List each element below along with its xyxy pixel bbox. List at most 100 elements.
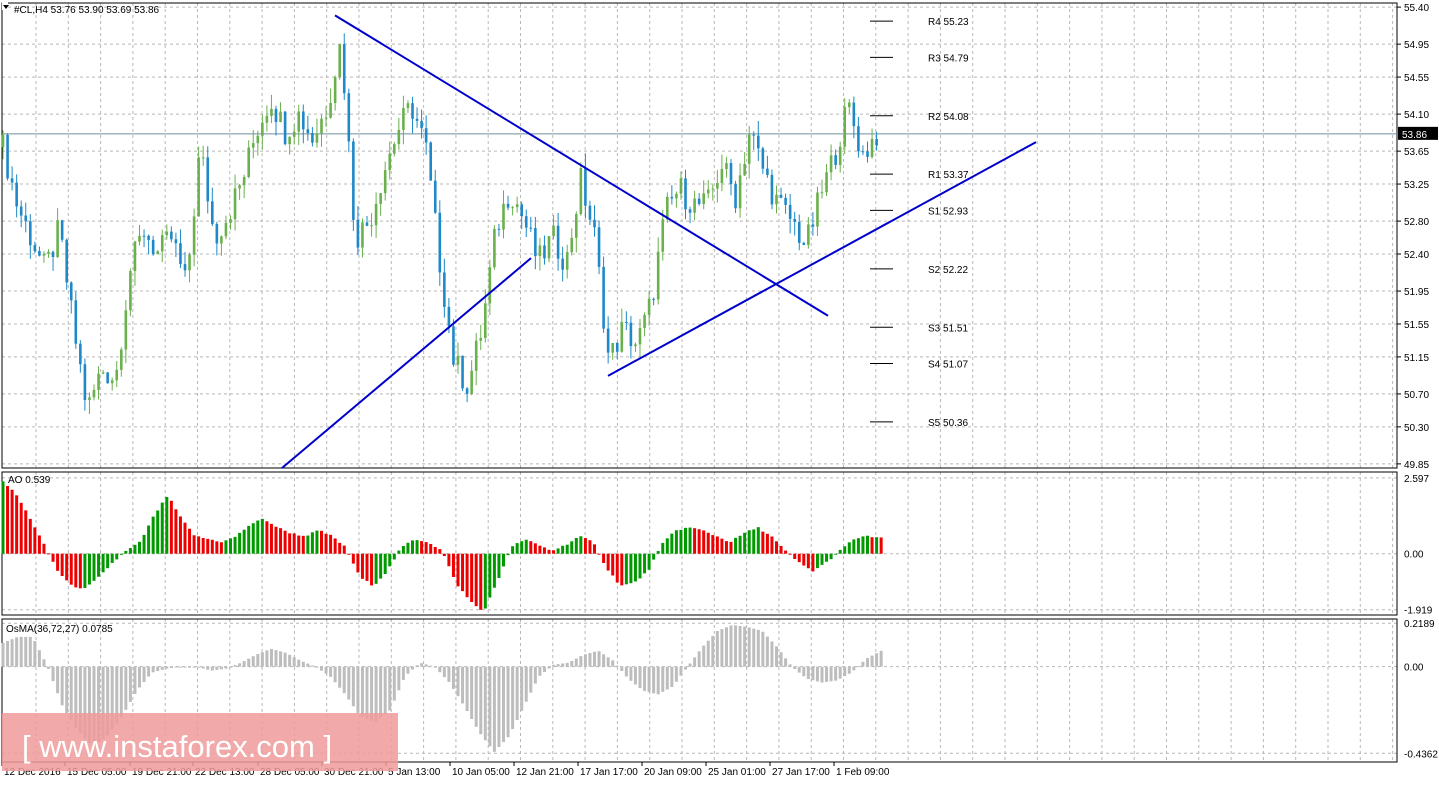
candle-body xyxy=(370,225,373,227)
ao-bar xyxy=(674,530,678,554)
osma-bar xyxy=(6,641,10,667)
osma-bar xyxy=(310,665,314,667)
osma-bar xyxy=(565,662,569,667)
ao-bar xyxy=(652,553,656,560)
ao-bar xyxy=(19,502,23,554)
osma-bar xyxy=(238,663,242,667)
osma-bar xyxy=(656,666,660,695)
ao-bar xyxy=(802,553,806,566)
chart-menu-arrow-icon[interactable] xyxy=(3,5,9,9)
ao-bar xyxy=(210,539,214,554)
candle-body xyxy=(424,128,428,143)
ao-bar xyxy=(483,553,487,609)
ao-bar xyxy=(574,537,578,554)
osma-bar xyxy=(724,627,728,667)
candle-body xyxy=(593,219,596,228)
trendlines[interactable] xyxy=(281,14,1037,469)
osma-bar xyxy=(360,666,364,718)
ao-bar xyxy=(524,539,528,554)
candle-body xyxy=(479,337,483,341)
osma-bar xyxy=(524,666,528,702)
ao-bar xyxy=(288,533,292,554)
ao-bar xyxy=(87,553,91,585)
candle-body xyxy=(397,129,401,145)
osma-panel[interactable] xyxy=(1,618,1398,763)
candle-body xyxy=(565,252,569,270)
ao-bar xyxy=(702,530,706,554)
ao-bar xyxy=(456,553,460,587)
candle-body xyxy=(288,136,291,145)
x-tick-label: 20 Jan 09:00 xyxy=(644,767,702,778)
candle-body xyxy=(852,102,856,127)
osma-bar xyxy=(206,666,210,670)
ao-bar xyxy=(724,541,728,554)
ao-bar xyxy=(128,548,132,554)
candle-body xyxy=(6,134,9,179)
ao-bar xyxy=(169,500,173,554)
ao-bar xyxy=(697,529,701,554)
trendline[interactable] xyxy=(607,141,1037,377)
ao-bar xyxy=(233,536,237,554)
osma-bar xyxy=(406,666,410,674)
candle-body xyxy=(151,239,155,255)
osma-bar xyxy=(438,666,442,673)
candle-body xyxy=(256,135,260,144)
osma-bar xyxy=(574,658,578,667)
price-y-tick: 55.40 xyxy=(1404,3,1429,14)
ao-bar xyxy=(761,531,765,554)
osma-bar xyxy=(611,660,615,667)
ao-bar xyxy=(324,533,328,554)
x-tick-label: 12 Jan 21:00 xyxy=(516,767,574,778)
candle-body xyxy=(124,310,128,350)
ao-y-tick: -1.919 xyxy=(1404,606,1433,617)
candle-body xyxy=(488,267,492,304)
ao-bar xyxy=(151,516,155,554)
candle-body xyxy=(106,372,109,384)
osma-bar xyxy=(492,666,496,752)
osma-bar xyxy=(138,666,141,688)
candle-body xyxy=(706,189,710,194)
osma-bar xyxy=(793,666,797,669)
osma-bar xyxy=(429,665,433,667)
candle-body xyxy=(15,182,18,207)
candle-body xyxy=(848,102,851,108)
trendline[interactable] xyxy=(281,257,532,469)
candle-body xyxy=(456,355,460,365)
ao-bar xyxy=(502,553,505,567)
ao-bar xyxy=(615,553,619,583)
osma-bar xyxy=(784,658,788,667)
osma-bar xyxy=(638,666,642,689)
ao-bar xyxy=(711,535,715,554)
ao-bar xyxy=(1,481,5,554)
ao-bar xyxy=(433,546,437,554)
ao-bar xyxy=(24,510,28,554)
candle-body xyxy=(515,204,519,208)
price-panel[interactable] xyxy=(1,2,1398,469)
candle-body xyxy=(638,328,642,345)
candle-body xyxy=(265,115,269,123)
ao-bar xyxy=(374,553,378,584)
candle-body xyxy=(342,44,346,94)
ao-bar xyxy=(379,553,383,579)
osma-bar xyxy=(233,665,237,667)
candle-body xyxy=(165,231,169,236)
ao-bar xyxy=(511,546,515,554)
ao-bar xyxy=(274,526,278,554)
pivot-label: S2 52.22 xyxy=(928,265,968,276)
ao-bar xyxy=(242,529,246,554)
candle-body xyxy=(283,111,287,145)
candle-body xyxy=(24,215,28,222)
ao-bar xyxy=(693,528,697,554)
candle-body xyxy=(247,147,250,178)
candle-body xyxy=(388,153,392,171)
ao-bar xyxy=(60,553,64,576)
ao-bar xyxy=(192,535,196,554)
ao-bar xyxy=(315,530,319,554)
osma-histogram xyxy=(1,625,883,752)
ao-bar xyxy=(843,546,847,554)
osma-bar xyxy=(10,639,14,667)
candle-body xyxy=(33,245,37,252)
trendline[interactable] xyxy=(334,14,829,317)
